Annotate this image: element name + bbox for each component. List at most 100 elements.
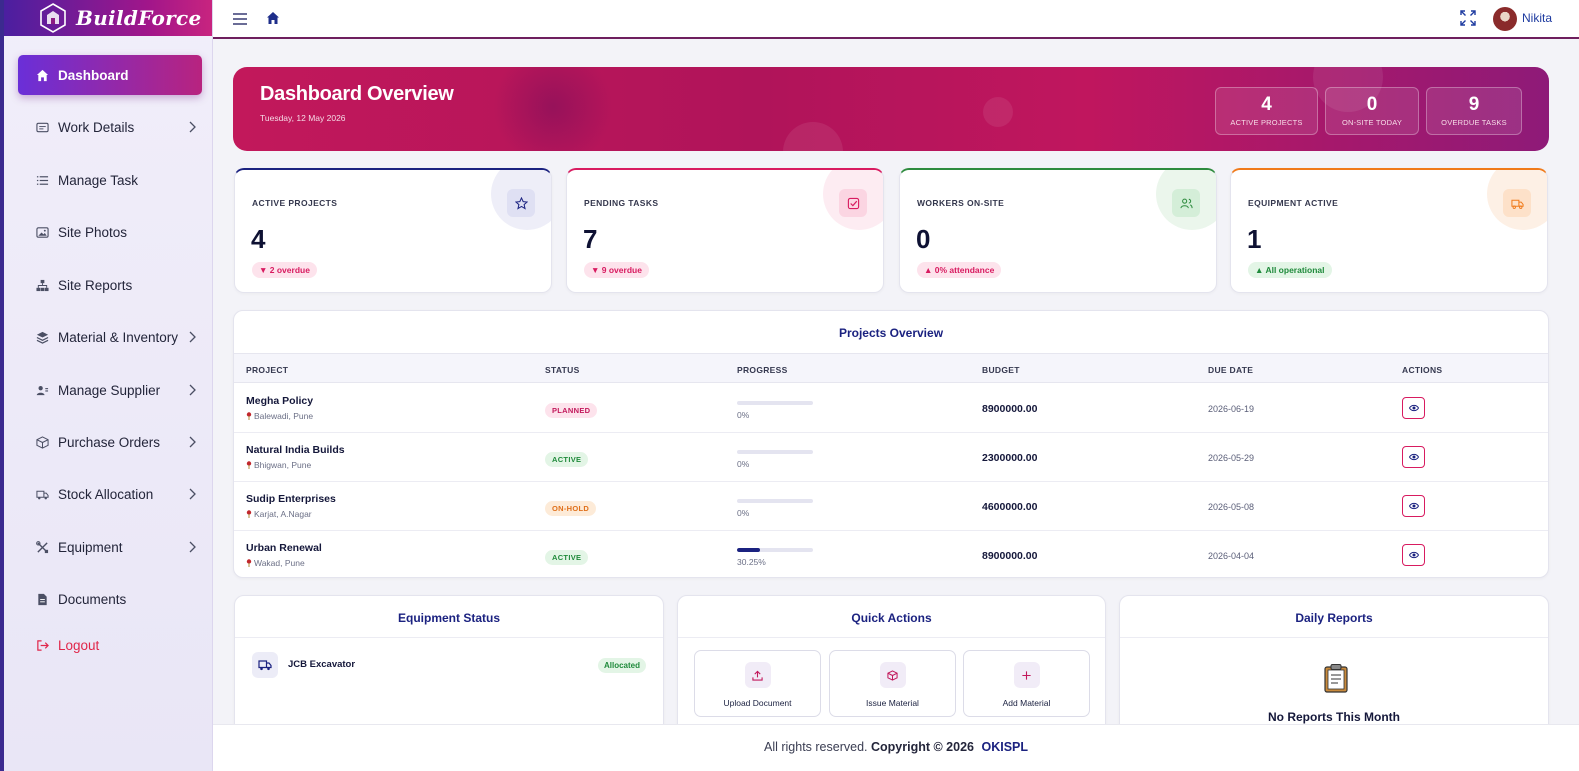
card-value: 7: [583, 224, 598, 254]
table-row[interactable]: Megha Policy Balewadi, Pune PLANNED 0% 8…: [234, 384, 1548, 433]
status-badge: ▼ 9 overdue: [584, 262, 649, 278]
chevron-right-icon: [189, 488, 196, 500]
star-icon: [507, 189, 535, 217]
brand-name: BuildForce: [76, 6, 202, 30]
project-budget: 8900000.00: [982, 403, 1038, 415]
progress-fill: [737, 548, 760, 552]
status-badge: Allocated: [597, 658, 646, 673]
status-badge: PLANNED: [545, 403, 598, 418]
project-name: Megha Policy: [246, 395, 314, 407]
status-badge: ACTIVE: [545, 452, 589, 467]
add-material-button[interactable]: Add Material: [963, 650, 1090, 717]
progress-text: 0%: [737, 410, 750, 420]
photo-icon: [36, 226, 49, 238]
logout-icon: [37, 639, 49, 651]
sidebar-item-equipment[interactable]: Equipment: [18, 527, 202, 567]
daily-reports-panel: Daily Reports No Reports This Month: [1119, 595, 1549, 735]
box-icon: [36, 435, 49, 449]
truck-icon: [252, 652, 278, 678]
sidebar-item-material-inventory[interactable]: Material & Inventory: [18, 317, 202, 357]
progress-bar: [737, 450, 813, 454]
brand-bar: BuildForce: [4, 0, 212, 36]
project-due-date: 2026-06-19: [1208, 404, 1255, 414]
sidebar-item-site-reports[interactable]: Site Reports: [18, 265, 202, 305]
avatar[interactable]: [1493, 7, 1517, 31]
brand-logo-icon: [36, 1, 70, 35]
sidebar-item-label: Dashboard: [58, 67, 129, 83]
project-budget: 8900000.00: [982, 550, 1038, 562]
panel-title: Quick Actions: [851, 611, 932, 625]
view-button[interactable]: [1402, 544, 1425, 566]
sidebar-item-manage-supplier[interactable]: Manage Supplier: [18, 370, 202, 410]
table-row[interactable]: Sudip Enterprises Karjat, A.Nagar ON-HOL…: [234, 482, 1548, 531]
sidebar-item-site-photos[interactable]: Site Photos: [18, 212, 202, 252]
sitemap-icon: [36, 279, 49, 291]
dashboard-hero: Dashboard Overview Tuesday, 12 May 2026 …: [233, 67, 1549, 151]
status-badge: ▲ 0% attendance: [917, 262, 1002, 278]
home-icon[interactable]: [266, 11, 280, 25]
chevron-right-icon: [189, 541, 196, 553]
sidebar-item-documents[interactable]: Documents: [18, 579, 202, 619]
equipment-name: JCB Excavator: [288, 659, 356, 670]
column-header: ACTIONS: [1402, 365, 1443, 375]
progress-bar: [737, 548, 813, 552]
sidebar-item-stock-allocation[interactable]: Stock Allocation: [18, 474, 202, 514]
users-icon: [1172, 189, 1200, 217]
project-location: Wakad, Pune: [246, 558, 305, 568]
clipboard-icon: [1324, 664, 1348, 693]
layers-icon: [36, 331, 49, 344]
view-button[interactable]: [1402, 446, 1425, 468]
stat-label: ON-SITE TODAY: [1341, 118, 1403, 127]
divider: [678, 637, 1105, 638]
action-label: Issue Material: [866, 698, 919, 708]
stat-card-pending-tasks: PENDING TASKS 7 ▼ 9 overdue: [566, 168, 884, 293]
location-pin-icon: [246, 412, 252, 420]
view-button[interactable]: [1402, 397, 1425, 419]
decorative-bubble: [983, 97, 1013, 127]
panel-title: Projects Overview: [838, 326, 944, 340]
panel-title: Equipment Status: [397, 611, 500, 625]
eye-icon: [1408, 453, 1419, 461]
action-label: Upload Document: [723, 698, 792, 708]
column-header: BUDGET: [982, 365, 1020, 375]
issue-material-button[interactable]: Issue Material: [829, 650, 956, 717]
stat-card-workers-on-site: WORKERS ON-SITE 0 ▲ 0% attendance: [899, 168, 1217, 293]
table-row[interactable]: Natural India Builds Bhigwan, Pune ACTIV…: [234, 433, 1548, 482]
hamburger-menu-icon[interactable]: [233, 13, 247, 25]
status-badge: ACTIVE: [545, 550, 589, 565]
status-badge: ▲ All operational: [1248, 262, 1332, 278]
plus-icon: [1013, 662, 1040, 688]
location-text: Karjat, A.Nagar: [254, 509, 312, 519]
table-row[interactable]: Urban Renewal Wakad, Pune ACTIVE 30.25% …: [234, 531, 1548, 577]
upload-document-button[interactable]: Upload Document: [694, 650, 821, 717]
footer-text: All rights reserved.: [763, 740, 868, 754]
project-location: Bhigwan, Pune: [246, 460, 311, 470]
action-label: Add Material: [1002, 698, 1051, 708]
decorative-bubble: [493, 67, 613, 151]
stat-value: 9: [1468, 94, 1480, 115]
truck-icon: [36, 490, 49, 499]
view-button[interactable]: [1402, 495, 1425, 517]
project-due-date: 2026-05-08: [1208, 502, 1255, 512]
sidebar-item-work-details[interactable]: Work Details: [18, 107, 202, 147]
fullscreen-icon[interactable]: [1460, 10, 1476, 26]
card-value: 4: [251, 224, 266, 254]
home-icon: [36, 69, 49, 81]
eye-icon: [1408, 551, 1419, 559]
sidebar-item-purchase-orders[interactable]: Purchase Orders: [18, 422, 202, 462]
sidebar-item-label: Documents: [58, 591, 127, 607]
sidebar-item-manage-task[interactable]: Manage Task: [18, 160, 202, 200]
eye-icon: [1408, 404, 1419, 412]
hero-stat-overdue-tasks: 9 OVERDUE TASKS: [1426, 87, 1522, 135]
sidebar-item-dashboard[interactable]: Dashboard: [18, 55, 202, 95]
footer-org-link[interactable]: OKISPL: [981, 740, 1029, 754]
panel-title: Daily Reports: [1295, 611, 1373, 625]
column-header: PROJECT: [246, 365, 289, 375]
sidebar-item-logout[interactable]: Logout: [18, 625, 202, 665]
page-title: Dashboard Overview: [260, 83, 454, 105]
status-badge: ON-HOLD: [545, 501, 597, 516]
user-name[interactable]: Nikita: [1522, 11, 1553, 25]
stat-label: OVERDUE TASKS: [1441, 118, 1507, 127]
sidebar-item-label: Material & Inventory: [58, 329, 179, 345]
eye-icon: [1408, 502, 1419, 510]
